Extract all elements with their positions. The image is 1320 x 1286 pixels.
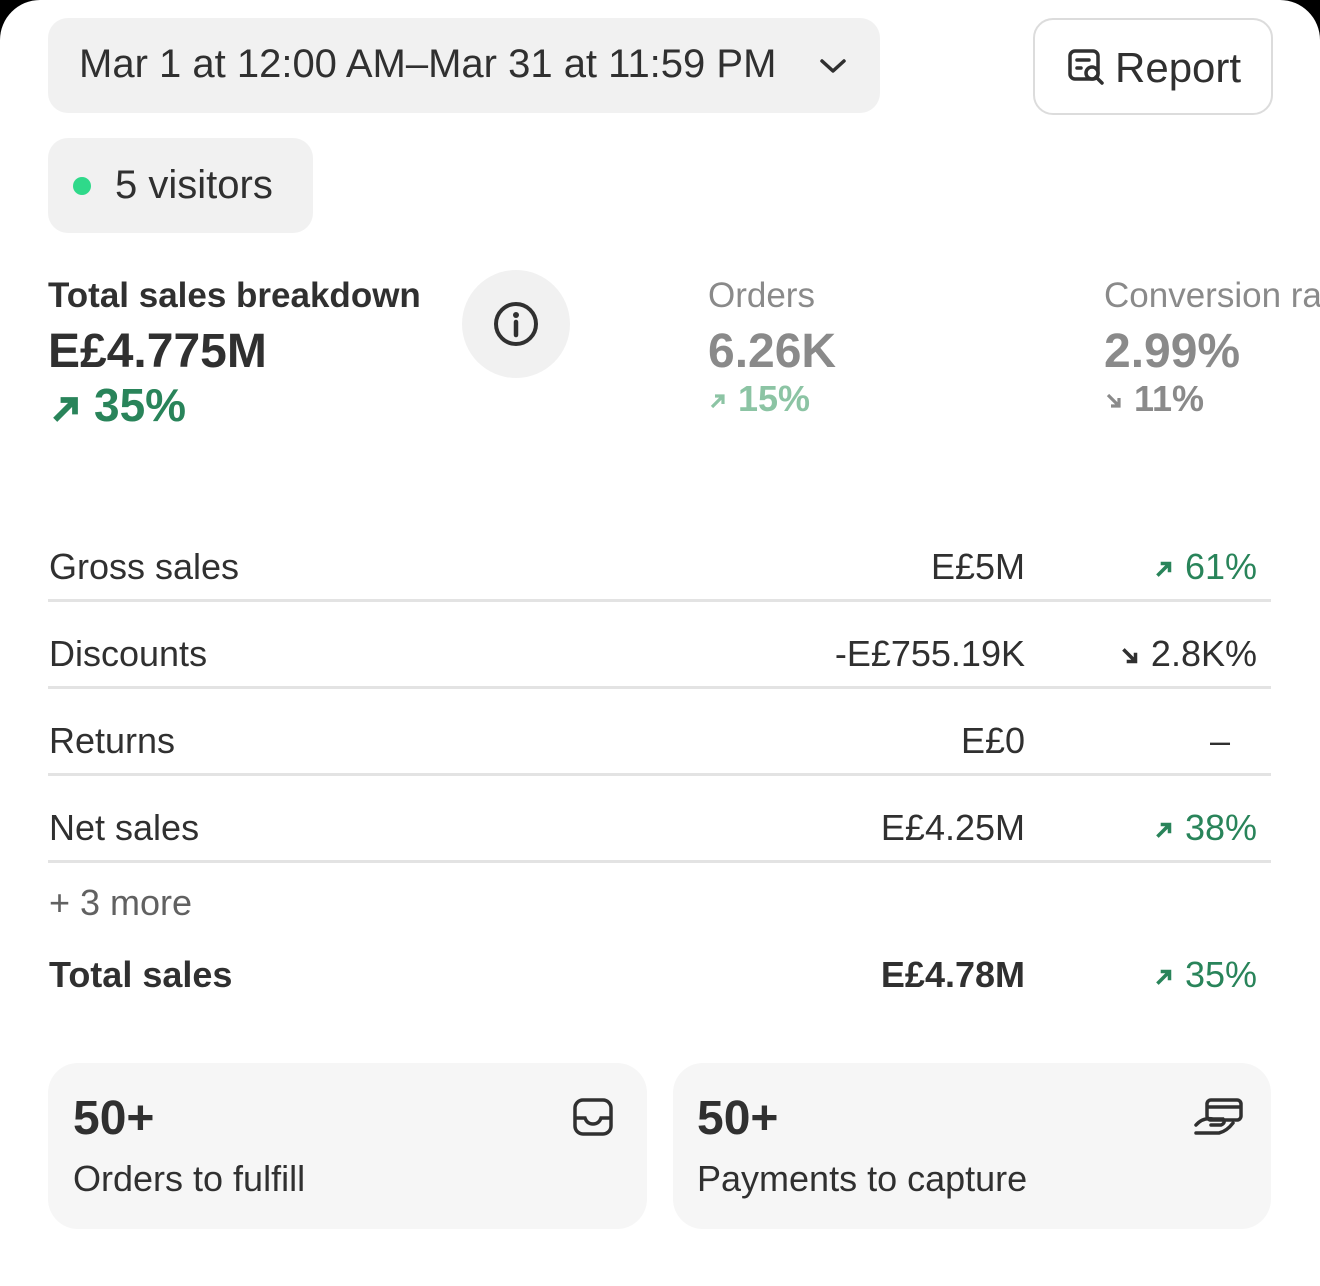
change-value: 38% bbox=[1184, 807, 1257, 848]
row-label: Net sales bbox=[49, 807, 200, 848]
report-label: Report bbox=[1115, 44, 1242, 91]
row-divider bbox=[48, 773, 1271, 776]
trend-change: 35% bbox=[48, 378, 186, 432]
change-value: 15% bbox=[738, 378, 811, 419]
visitors-count: 5 visitors bbox=[115, 163, 273, 207]
metric-value: 6.26K bbox=[708, 325, 837, 378]
trend-arrow bbox=[53, 396, 78, 422]
date-range-picker[interactable]: Mar 1 at 12:00 AM–Mar 31 at 11:59 PM bbox=[48, 18, 880, 113]
row-divider bbox=[48, 860, 1271, 863]
report-button[interactable]: Report bbox=[1033, 18, 1273, 115]
row-divider bbox=[48, 686, 1271, 689]
change-value: 2.8K% bbox=[1150, 633, 1257, 674]
visitors-pill[interactable]: 5 visitors bbox=[48, 138, 313, 233]
trend-arrow bbox=[1156, 970, 1172, 986]
row-divider bbox=[48, 599, 1271, 602]
payment-icon bbox=[1194, 1098, 1243, 1135]
metric-value: 2.99% bbox=[1104, 325, 1241, 378]
total-value: E£4.78M bbox=[880, 954, 1025, 995]
metric-label: Conversion rate bbox=[1104, 276, 1320, 315]
fulfill-card[interactable]: 50+ Orders to fulfill bbox=[48, 1063, 647, 1229]
row-value: E£5M bbox=[930, 546, 1025, 587]
change-value: 35% bbox=[1184, 954, 1257, 995]
row-label: Discounts bbox=[49, 633, 208, 674]
trend-change: 38% bbox=[1153, 807, 1257, 849]
card-count: 50+ bbox=[697, 1092, 779, 1145]
trend-arrow bbox=[710, 394, 725, 409]
metric-label: Orders bbox=[708, 276, 815, 315]
trend-arrow bbox=[1122, 648, 1138, 664]
change-value: 61% bbox=[1184, 546, 1257, 587]
report-icon bbox=[1068, 49, 1104, 85]
trend-arrow bbox=[1106, 394, 1121, 409]
card-label: Orders to fulfill bbox=[73, 1158, 306, 1199]
live-dot bbox=[73, 177, 91, 195]
trend-change: 61% bbox=[1153, 546, 1257, 588]
card-count: 50+ bbox=[73, 1092, 155, 1145]
date-range: Mar 1 at 12:00 AM–Mar 31 at 11:59 PM bbox=[79, 42, 777, 86]
change-value: 11% bbox=[1134, 378, 1205, 419]
more-link[interactable]: + 3 more bbox=[49, 882, 193, 923]
trend-arrow bbox=[1156, 562, 1172, 578]
trend-change: 2.8K% bbox=[1119, 633, 1257, 675]
info-icon bbox=[494, 302, 538, 346]
capture-card[interactable]: 50+ Payments to capture bbox=[673, 1063, 1271, 1229]
trend-change: 11% bbox=[1104, 378, 1204, 420]
row-value: E£0 bbox=[960, 720, 1025, 761]
trend-change: 15% bbox=[708, 378, 810, 420]
row-label: Gross sales bbox=[49, 546, 240, 587]
info-button[interactable] bbox=[462, 270, 570, 378]
trend-arrow bbox=[1156, 823, 1172, 839]
chevron-icon bbox=[820, 59, 846, 73]
trend-change: 35% bbox=[1153, 954, 1257, 996]
trend-change: – bbox=[1210, 720, 1230, 762]
card-label: Payments to capture bbox=[697, 1158, 1028, 1199]
change-value: – bbox=[1209, 720, 1230, 761]
inbox-icon bbox=[573, 1098, 613, 1136]
metric-value: E£4.775M bbox=[48, 325, 267, 378]
row-value: E£4.25M bbox=[880, 807, 1025, 848]
total-label: Total sales bbox=[49, 954, 233, 995]
metric-label: Total sales breakdown bbox=[48, 276, 421, 315]
row-label: Returns bbox=[49, 720, 176, 761]
change-value: 35% bbox=[94, 379, 187, 431]
row-value: -E£755.19K bbox=[834, 633, 1025, 674]
